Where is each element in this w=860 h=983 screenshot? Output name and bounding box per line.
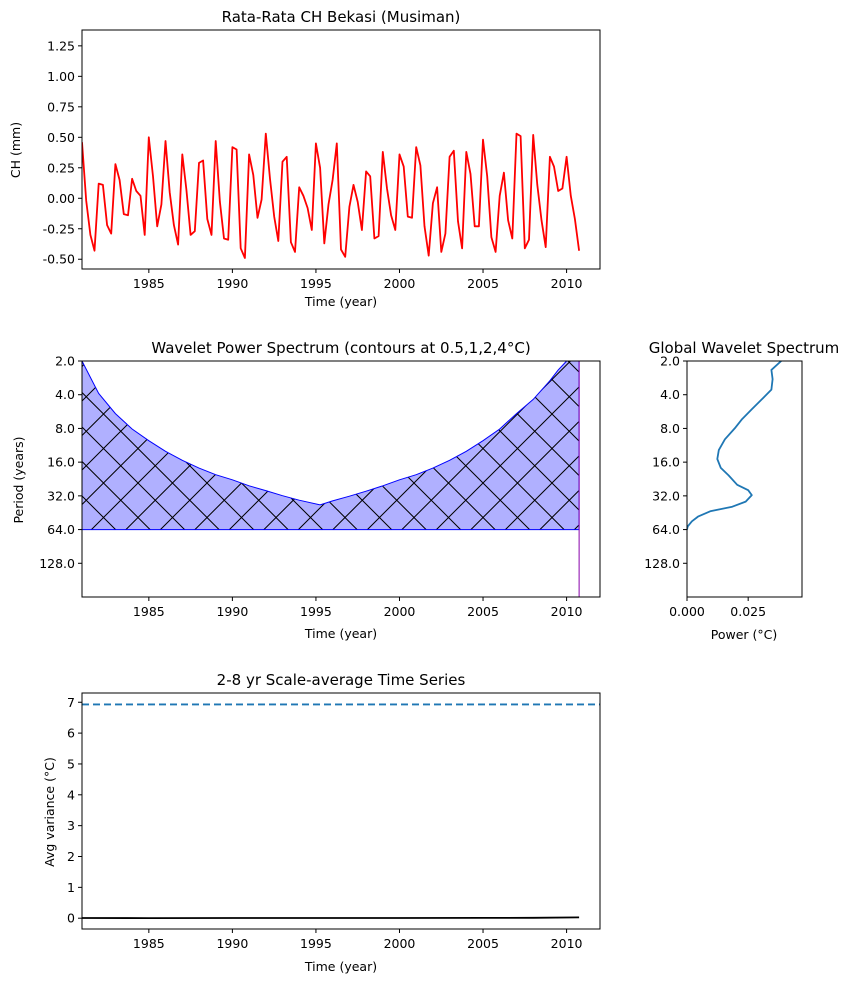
panel-4-ticks: 1985 1990 1995 2000 2005 2010 0 1 2 3 4 5 6 7: [67, 695, 582, 951]
panel-1-xtick-label: 1995: [300, 276, 332, 291]
panel-scale-average: 2-8 yr Scale-average Time Series 1985 199…: [42, 671, 601, 974]
panel-1-y-label: CH (mm): [8, 122, 23, 178]
panel-1-ytick-label: -0.25: [43, 221, 75, 236]
panel-3-xtick-label: 0.025: [730, 604, 766, 619]
panel-4-x-label: Time (year): [304, 959, 377, 974]
panel-4-ytick-label: 5: [67, 756, 75, 771]
panel-4-ytick-label: 4: [67, 787, 75, 802]
panel-2-xtick-label: 2000: [384, 604, 416, 619]
scale-average-line: [82, 916, 580, 919]
panel-1-ticks: 1985 1990 1995 2000 2005 2010 -0.50 -0.25 0.00 0.…: [43, 38, 583, 291]
panel-4-xtick-label: 2000: [384, 936, 416, 951]
panel-2-title: Wavelet Power Spectrum (contours at 0.5,…: [151, 339, 530, 357]
panel-4-xtick-label: 1990: [216, 936, 248, 951]
panel-2-y-label: Period (years): [11, 436, 26, 523]
panel-1-title: Rata-Rata CH Bekasi (Musiman): [222, 8, 461, 26]
panel-1-ytick-label: 0.50: [47, 130, 75, 145]
panel-4-ytick-label: 7: [67, 695, 75, 710]
panel-4-xtick-label: 1995: [300, 936, 332, 951]
panel-3-frame: [686, 360, 803, 598]
panel-3-ytick-label: 16.0: [652, 455, 680, 470]
panel-time-series: Rata-Rata CH Bekasi (Musiman) 1985 1990 19…: [8, 8, 601, 309]
panel-2-ytick-label: 2.0: [55, 354, 75, 369]
panel-1-ytick-label: 0.00: [47, 191, 75, 206]
panel-1-xtick-label: 2010: [551, 276, 583, 291]
panel-1-ytick-label: 1.00: [47, 69, 75, 84]
panel-2-xtick-label: 1995: [300, 604, 332, 619]
panel-3-ytick-label: 8.0: [660, 421, 680, 436]
cone-of-influence-hatch: [82, 361, 580, 530]
panel-4-ytick-label: 3: [67, 818, 75, 833]
panel-1-frame: [81, 29, 601, 270]
panel-3-ytick-label: 64.0: [652, 522, 680, 537]
panel-3-ticks: 0.000 0.025 2.0 4.0 8.0 16.0 32.0 64.0 128.0: [644, 354, 766, 620]
panel-3-ytick-label: 4.0: [660, 387, 680, 402]
panel-1-xtick-label: 2000: [384, 276, 416, 291]
panel-2-ytick-label: 16.0: [47, 455, 75, 470]
panel-2-ytick-label: 64.0: [47, 522, 75, 537]
panel-1-xtick-label: 1985: [133, 276, 165, 291]
panel-4-ytick-label: 2: [67, 849, 75, 864]
panel-2-ytick-label: 128.0: [39, 556, 75, 571]
panel-wavelet-power: Wavelet Power Spectrum (contours at 0.5,…: [11, 339, 601, 641]
panel-1-xtick-label: 1990: [216, 276, 248, 291]
global-spectrum-line: [687, 361, 782, 530]
panel-2-xtick-label: 1985: [133, 604, 165, 619]
panel-4-xtick-label: 2005: [467, 936, 499, 951]
panel-4-ytick-label: 6: [67, 726, 75, 741]
panel-3-ytick-label: 32.0: [652, 488, 680, 503]
panel-1-ytick-label: 1.25: [47, 38, 75, 53]
panel-1-ytick-label: 0.75: [47, 99, 75, 114]
panel-2-ytick-label: 8.0: [55, 421, 75, 436]
panel-1-xtick-label: 2005: [467, 276, 499, 291]
panel-2-xtick-label: 2010: [551, 604, 583, 619]
panel-1-ytick-label: 0.25: [47, 160, 75, 175]
panel-4-y-label: Avg variance (°C): [42, 757, 57, 867]
panel-4-ytick-label: 0: [67, 911, 75, 926]
panel-3-ytick-label: 2.0: [660, 354, 680, 369]
panel-3-x-label: Power (°C): [711, 627, 778, 642]
rainfall-series-line: [82, 132, 580, 259]
panel-3-xtick-label: 0.000: [669, 604, 705, 619]
panel-global-spectrum: Global Wavelet Spectrum 0.000 0.025 2.0 4.0…: [644, 339, 839, 642]
panel-2-xtick-label: 2005: [467, 604, 499, 619]
panel-4-ytick-label: 1: [67, 880, 75, 895]
panel-4-xtick-label: 1985: [133, 936, 165, 951]
panel-2-ytick-label: 4.0: [55, 387, 75, 402]
panel-4-xtick-label: 2010: [551, 936, 583, 951]
panel-3-ytick-label: 128.0: [644, 556, 680, 571]
panel-2-xtick-label: 1990: [216, 604, 248, 619]
panel-2-x-label: Time (year): [304, 626, 377, 641]
panel-2-frame: [81, 360, 601, 598]
panel-1-x-label: Time (year): [304, 294, 377, 309]
panel-2-ytick-label: 32.0: [47, 488, 75, 503]
panel-4-frame: [81, 692, 601, 930]
panel-4-title: 2-8 yr Scale-average Time Series: [217, 671, 466, 689]
panel-3-title: Global Wavelet Spectrum: [649, 339, 840, 357]
panel-1-ytick-label: -0.50: [43, 252, 75, 267]
panel-2-ticks: 1985 1990 1995 2000 2005 2010 2.0 4.0 8.0 16.0 32.…: [39, 354, 582, 620]
cone-of-influence-edge: [82, 361, 580, 531]
